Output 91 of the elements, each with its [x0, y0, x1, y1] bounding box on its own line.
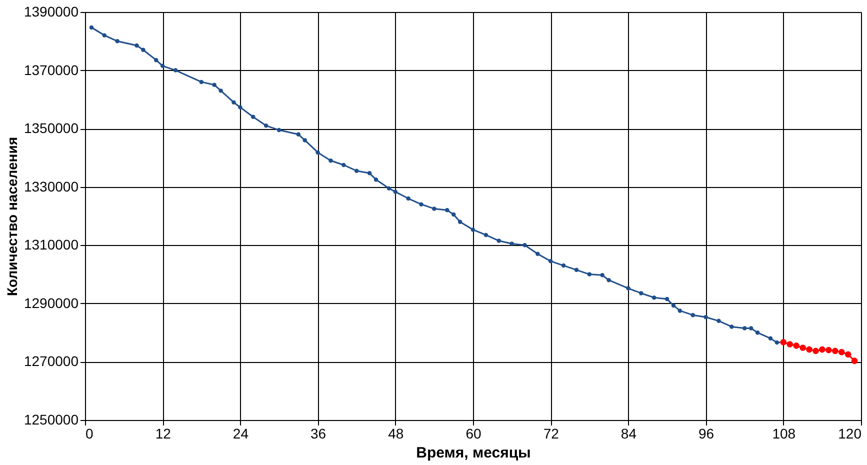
point: [522, 243, 527, 248]
point: [276, 128, 282, 132]
point: [218, 88, 223, 93]
point: [716, 318, 721, 324]
y-tick-label: 1310000: [24, 236, 79, 253]
point: [251, 114, 256, 120]
point: [664, 296, 670, 302]
point: [826, 346, 832, 354]
point: [302, 138, 307, 142]
point: [819, 346, 826, 353]
x-tick-label: 60: [466, 426, 482, 442]
point: [786, 341, 794, 348]
point: [704, 315, 708, 320]
y-tick-label: 1290000: [24, 294, 79, 311]
y-tick-label: 1390000: [24, 4, 79, 20]
point: [652, 295, 656, 300]
point: [851, 358, 858, 364]
point: [536, 252, 540, 256]
point: [510, 242, 514, 246]
point: [812, 348, 819, 354]
point: [134, 43, 139, 48]
point: [626, 286, 630, 290]
point: [774, 340, 780, 345]
point: [141, 48, 146, 52]
x-tick-label: 108: [772, 426, 796, 442]
point: [600, 273, 604, 278]
point: [806, 346, 812, 353]
point: [154, 58, 158, 62]
point: [238, 105, 242, 110]
point: [432, 206, 436, 211]
x-tick-label: 12: [155, 426, 172, 442]
point: [102, 33, 107, 38]
point: [800, 344, 806, 351]
x-tick-label: 24: [232, 426, 249, 442]
point: [115, 39, 120, 44]
point: [832, 348, 838, 354]
point: [587, 272, 592, 276]
y-tick-label: 1350000: [24, 120, 79, 136]
point: [199, 80, 204, 84]
point: [342, 162, 346, 168]
point: [393, 190, 398, 194]
y-tick-label: 1330000: [24, 178, 79, 194]
x-tick-label: 36: [310, 426, 326, 442]
point: [730, 324, 734, 329]
point: [838, 348, 845, 356]
point: [496, 238, 501, 243]
point: [548, 259, 553, 264]
x-tick-label: 72: [543, 426, 560, 442]
point: [484, 232, 488, 238]
point: [639, 291, 644, 296]
x-tick-label: 96: [698, 426, 714, 442]
x-tick-label: 48: [388, 426, 404, 442]
point: [561, 263, 566, 268]
point: [458, 220, 462, 224]
x-axis-title: Время, месяцы: [416, 444, 531, 462]
point: [768, 336, 773, 341]
x-tick-label: 120: [838, 426, 862, 442]
point: [173, 68, 178, 72]
y-tick-label: 1370000: [24, 62, 79, 78]
y-axis-title: Количество населения: [4, 136, 20, 296]
point: [742, 326, 747, 330]
point: [232, 100, 236, 104]
point: [678, 308, 682, 313]
point: [844, 351, 852, 358]
point: [316, 150, 320, 155]
point: [755, 330, 760, 335]
x-tick-label: 0: [86, 426, 94, 442]
point: [406, 196, 410, 201]
y-tick-label: 1250000: [24, 412, 79, 428]
point: [606, 278, 611, 282]
point: [296, 132, 301, 137]
point: [386, 186, 392, 190]
point: [671, 303, 676, 308]
x-tick-label: 84: [620, 426, 637, 442]
point: [264, 124, 268, 128]
point: [374, 177, 378, 182]
point: [160, 64, 165, 68]
point: [354, 168, 359, 173]
point: [470, 228, 476, 232]
point: [574, 268, 579, 272]
point: [89, 25, 94, 30]
point: [451, 212, 456, 217]
point: [328, 158, 333, 163]
point: [748, 326, 754, 330]
y-tick-label: 1270000: [24, 353, 79, 370]
point: [212, 82, 216, 87]
point: [445, 208, 450, 212]
point: [690, 312, 695, 318]
point: [367, 171, 372, 176]
point: [419, 202, 424, 206]
point: [793, 342, 800, 349]
